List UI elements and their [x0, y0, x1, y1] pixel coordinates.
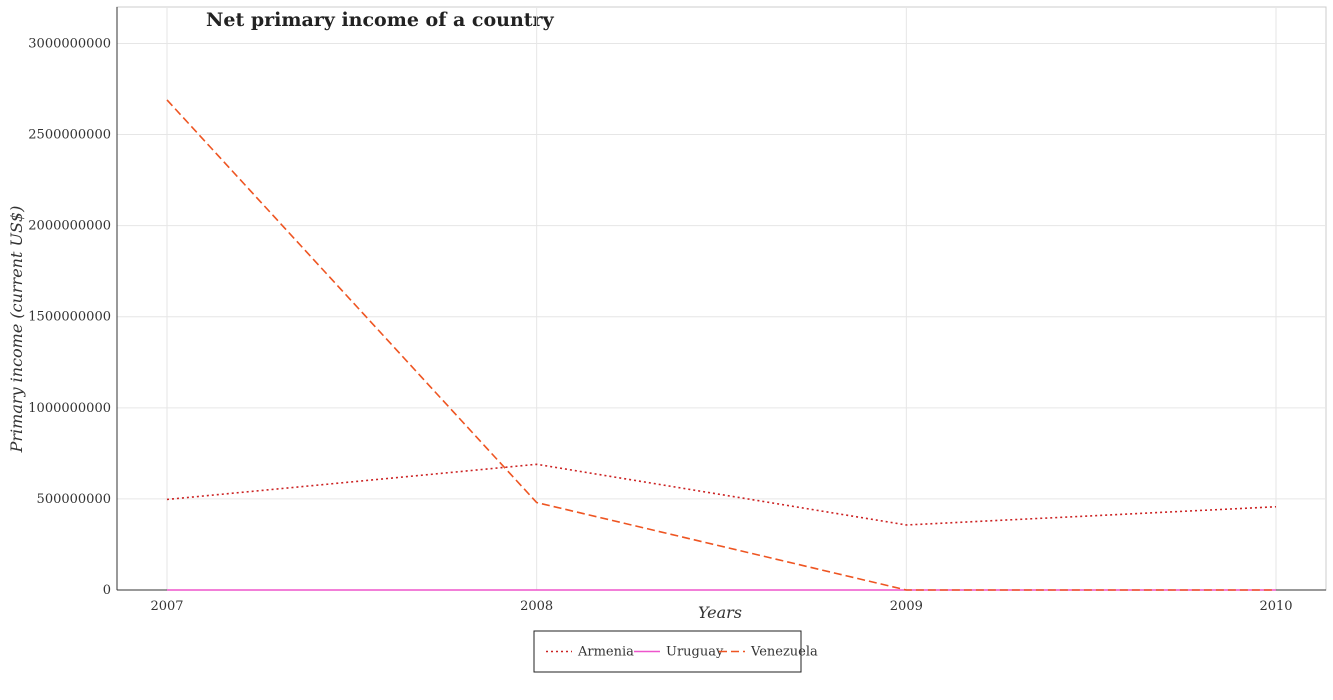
y-tick-label: 1500000000	[28, 310, 111, 325]
y-tick-label: 0	[103, 583, 111, 598]
x-tick-label: 2009	[890, 599, 923, 614]
legend: Armenia Uruguay Venezuela	[533, 630, 818, 673]
series-line-venezuela	[166, 99, 1276, 591]
y-tick-label: 3000000000	[28, 36, 111, 51]
legend-label-venezuela: Venezuela	[750, 645, 818, 660]
x-tick-label: 2007	[150, 599, 183, 614]
x-tick-label: 2010	[1259, 599, 1292, 614]
plot-frame	[116, 6, 1327, 591]
series-layer	[166, 99, 1277, 591]
grid	[116, 6, 1327, 591]
x-tick-label: 2008	[520, 599, 553, 614]
chart-title: Net primary income of a country	[206, 9, 555, 31]
x-axis-label: Years	[698, 603, 742, 622]
y-tick-label: 2000000000	[28, 219, 111, 234]
legend-box	[533, 630, 802, 673]
series-line-armenia	[166, 463, 1277, 526]
axes: 0 500000000 1000000000 1500000000 2000000000…	[28, 7, 1326, 614]
y-tick-label: 500000000	[37, 492, 111, 507]
legend-label-armenia: Armenia	[577, 645, 634, 660]
legend-label-uruguay: Uruguay	[666, 645, 724, 660]
y-tick-label: 2500000000	[28, 128, 111, 143]
y-axis-label: Primary income (current US$)	[7, 206, 26, 454]
y-tick-label: 1000000000	[28, 401, 111, 416]
